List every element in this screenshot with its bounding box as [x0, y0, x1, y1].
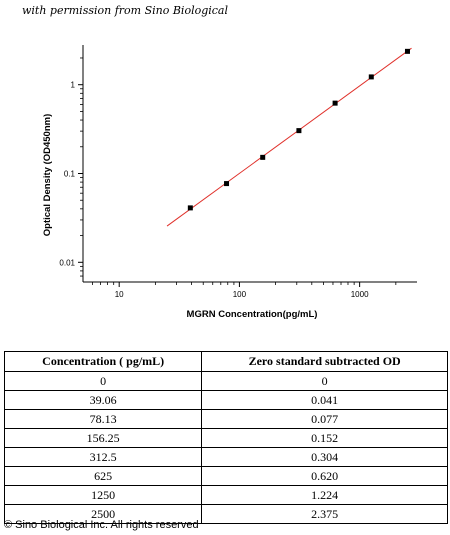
header-concentration: Concentration ( pg/mL) [3, 351, 203, 372]
table-row: 156.25 0.152 [3, 428, 448, 448]
y-tick-label: 0.01 [59, 258, 75, 267]
data-point [332, 100, 338, 106]
data-point [296, 128, 302, 134]
cell-od: 0.620 [201, 466, 448, 486]
cell-od: 0.152 [201, 428, 448, 448]
cell-concentration: 2500 [3, 504, 203, 524]
y-tick-label: 0.1 [64, 170, 76, 179]
y-tick-label: 1 [71, 81, 76, 90]
standard-curve-chart: 10 100 1000 0.01 0.1 1 MGRN Concentration(pg/… [42, 45, 417, 320]
cell-concentration: 0 [3, 371, 203, 391]
table-header-row: Concentration ( pg/mL) Zero standard sub… [3, 351, 448, 372]
cell-od: 0 [201, 371, 448, 391]
permission-note: with permission from Sino Biological [22, 4, 229, 17]
table-row: 625 0.620 [3, 466, 448, 486]
x-tick-label: 1000 [351, 290, 369, 299]
cell-od: 0.041 [201, 390, 448, 410]
y-axis-label: Optical Density (OD450nm) [42, 114, 53, 236]
cell-concentration: 39.06 [3, 390, 203, 410]
x-axis-label: MGRN Concentration(pg/mL) [187, 309, 318, 320]
cell-concentration: 78.13 [3, 409, 203, 429]
table-row: 1250 1.224 [3, 485, 448, 505]
data-point [260, 154, 266, 160]
fit-line [166, 47, 412, 227]
x-tick-label: 100 [233, 290, 247, 299]
table-row: 2500 2.375 [3, 504, 448, 524]
cell-od: 0.077 [201, 409, 448, 429]
cell-concentration: 312.5 [3, 447, 203, 467]
data-point [187, 205, 193, 211]
header-od: Zero standard subtracted OD [201, 351, 448, 372]
data-table: Concentration ( pg/mL) Zero standard sub… [3, 351, 448, 524]
data-point [404, 48, 410, 54]
data-point [368, 74, 374, 80]
cell-concentration: 625 [3, 466, 203, 486]
cell-od: 0.304 [201, 447, 448, 467]
cell-od: 1.224 [201, 485, 448, 505]
table-row: 39.06 0.041 [3, 390, 448, 410]
cell-concentration: 1250 [3, 485, 203, 505]
data-point [224, 181, 230, 187]
cell-od: 2.375 [201, 504, 448, 524]
copyright-note: © Sino Biological Inc. All rights reserv… [4, 519, 199, 531]
x-tick-label: 10 [115, 290, 124, 299]
table-row: 78.13 0.077 [3, 409, 448, 429]
cell-concentration: 156.25 [3, 428, 203, 448]
table-row: 312.5 0.304 [3, 447, 448, 467]
